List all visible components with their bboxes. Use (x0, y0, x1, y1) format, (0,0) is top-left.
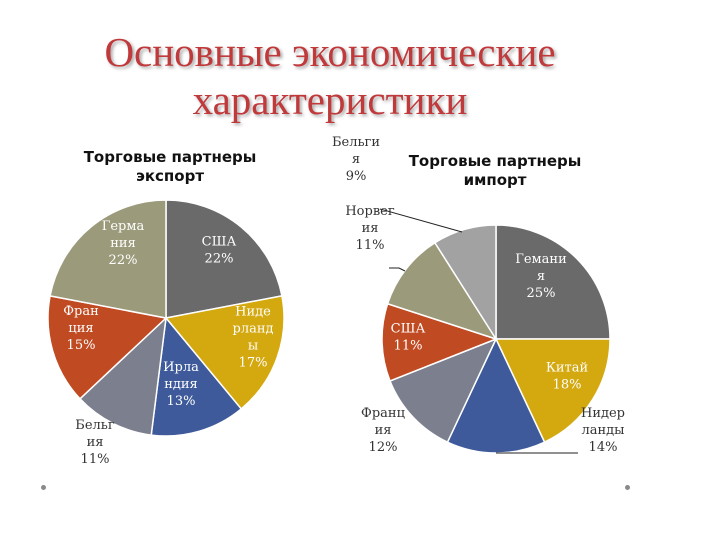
import-slice-китай (494, 338, 611, 444)
export-label-бельгия: Бельг ия 11% (75, 418, 115, 467)
export-slice-франция (47, 295, 168, 400)
export-chart-title: Торговые партнеры экспорт (84, 148, 257, 185)
decor-dot-right (625, 485, 630, 490)
import-leader-норвегия (389, 267, 406, 272)
import-slice-сша (381, 302, 499, 382)
import-label-гемания: Гемани я 25% (515, 252, 567, 301)
export-slice-германия (49, 199, 167, 319)
slide-title-line2: характеристики (192, 77, 468, 123)
export-label-нидерланды: Ниде рланд ы 17% (233, 305, 274, 371)
export-label-германия: Герма ния 22% (102, 219, 145, 268)
slide-title-line1: Основные экономические (104, 29, 556, 75)
import-pie-chart: Торговые партнеры импорт Гемани я 25% Китай 18… (332, 135, 625, 455)
import-label-сша: США 11% (391, 322, 426, 354)
import-label-китай: Китай 18% (546, 361, 588, 393)
import-slice-норвегия (386, 241, 498, 341)
import-slice-бельгия (433, 224, 497, 342)
export-slice-ирландия (150, 316, 243, 437)
import-leader-бельгия (379, 208, 463, 233)
export-label-ирландия: Ирла ндия 13% (163, 360, 199, 409)
import-label-франция: Франц ия 12% (361, 406, 405, 455)
export-slice-сша (165, 199, 283, 319)
import-slice-франция (389, 337, 498, 444)
import-chart-title: Торговые партнеры импорт (409, 152, 582, 189)
decor-dot-left (41, 485, 46, 490)
import-label-нидерланды: Нидер ланды 14% (581, 406, 625, 455)
export-pie-chart: Торговые партнеры экспорт США 22% Ниде рланд ы… (47, 148, 285, 467)
import-slice-гемания (495, 224, 611, 340)
import-label-бельгия: Бельги я 9% (332, 135, 380, 184)
export-label-сша: США 22% (202, 235, 237, 267)
export-slice-нидерланды (164, 295, 285, 410)
slide-title: Основные экономические характеристики (0, 28, 660, 124)
export-label-франция: Фран ция 15% (63, 304, 99, 353)
export-slice-бельгия (78, 316, 168, 436)
import-label-норвегия: Норвег ия 11% (345, 204, 394, 253)
